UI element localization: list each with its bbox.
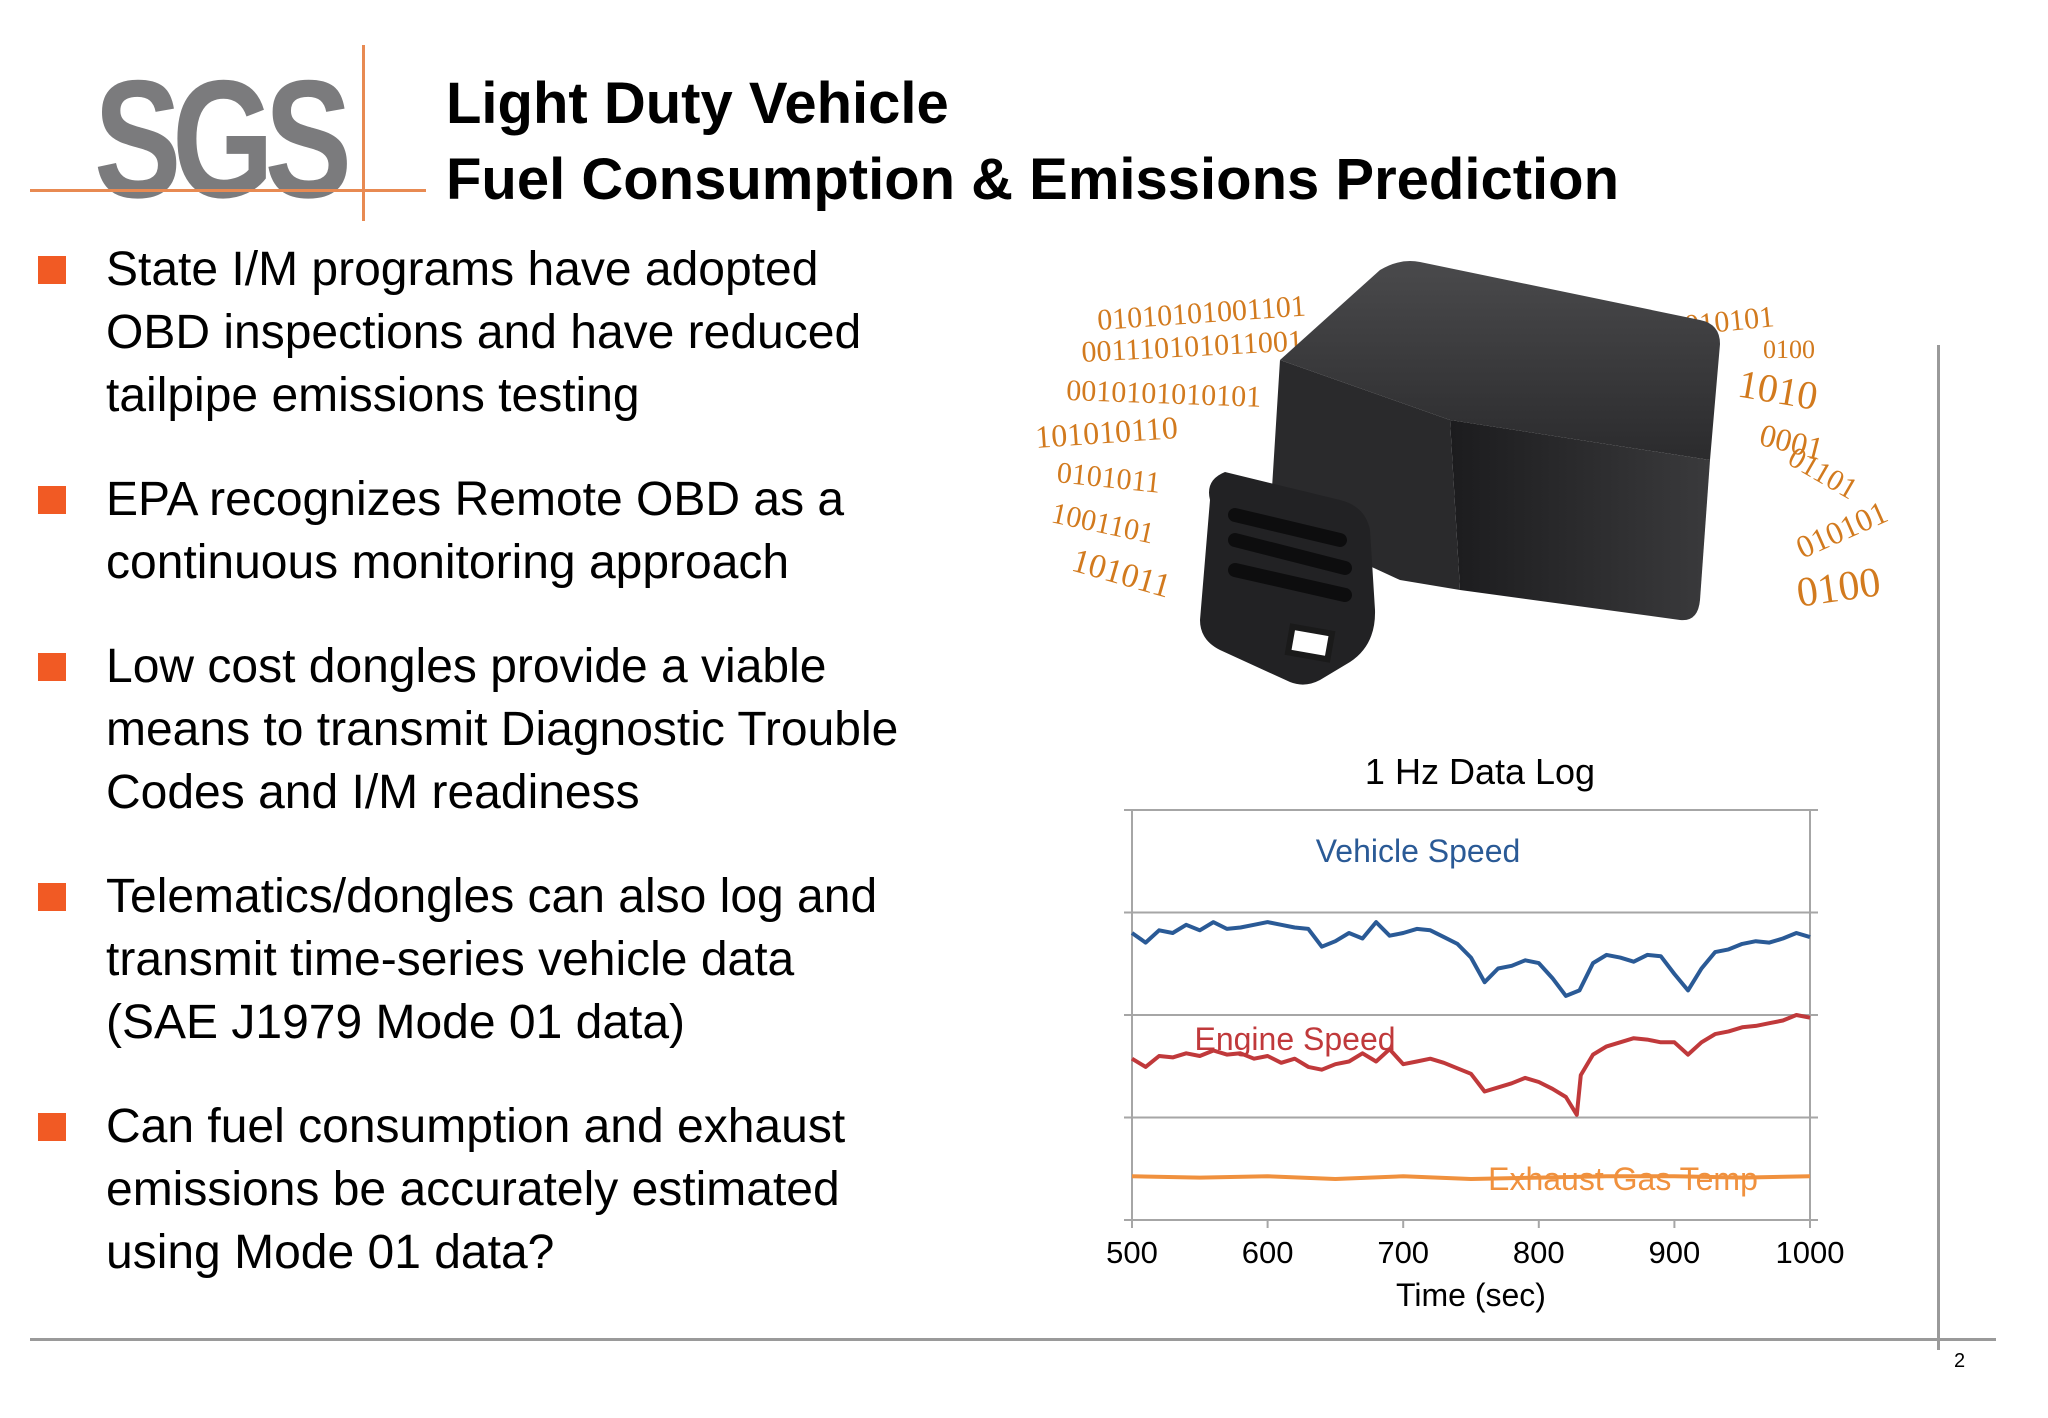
binary-digits: 0010101010101: [1066, 374, 1262, 414]
bullet-line: using Mode 01 data?: [106, 1226, 555, 1279]
bullet-item: Telematics/dongles can also log and trans…: [38, 865, 998, 1054]
bullet-line: (SAE J1979 Mode 01 data): [106, 996, 686, 1049]
series-label: Engine Speed: [1194, 1021, 1395, 1057]
logo-horizontal-line: [30, 189, 426, 192]
binary-digits: 0100: [1763, 335, 1815, 364]
bullet-line: OBD inspections and have reduced: [106, 306, 862, 359]
series-label: Exhaust Gas Temp: [1488, 1161, 1758, 1197]
bullet-square-icon: [38, 486, 66, 514]
dongle-clip: [1284, 623, 1336, 663]
chart-grid: [1124, 809, 1818, 1221]
logo-vertical-line: [362, 45, 365, 221]
binary-digits-left: 0101010100110100111010101100100101010101…: [1034, 289, 1307, 605]
binary-digits: 0100: [1794, 559, 1884, 616]
x-tick-label: 600: [1242, 1235, 1294, 1270]
sgs-logo: SGS: [30, 45, 430, 225]
vertical-rule: [1937, 345, 1940, 1350]
chart-title: 1 Hz Data Log: [1365, 751, 1595, 792]
bullet-line: transmit time-series vehicle data: [106, 933, 795, 986]
series-line-vehicle-speed: [1130, 920, 1811, 998]
dongle-connector-pins: [1228, 508, 1352, 602]
bullet-line: Telematics/dongles can also log and: [106, 870, 878, 923]
slide-title: Light Duty Vehicle Fuel Consumption & Em…: [446, 66, 1619, 218]
binary-digits: 0101011: [1055, 456, 1162, 500]
x-tick-label: 700: [1377, 1235, 1429, 1270]
binary-digits: 1010: [1735, 361, 1822, 419]
bullet-square-icon: [38, 256, 66, 284]
x-tick-label: 900: [1649, 1235, 1701, 1270]
footer-rule: [30, 1338, 1996, 1341]
chart-series-group: [1130, 920, 1811, 1181]
bullet-item: EPA recognizes Remote OBD as a continuous…: [38, 468, 998, 594]
x-tick-label: 500: [1106, 1235, 1158, 1270]
bullet-square-icon: [38, 883, 66, 911]
binary-digits: 101011: [1068, 542, 1175, 605]
binary-digits: 101010110: [1034, 409, 1179, 455]
bullet-square-icon: [38, 653, 66, 681]
bullet-item: State I/M programs have adopted OBD inspe…: [38, 238, 998, 427]
logo-text: SGS: [94, 45, 352, 233]
bullet-list: State I/M programs have adopted OBD inspe…: [38, 238, 998, 1325]
bullet-square-icon: [38, 1113, 66, 1141]
x-tick-label: 800: [1513, 1235, 1565, 1270]
bullet-line: Low cost dongles provide a viable: [106, 640, 827, 693]
chart-x-ticks: 500 600 700 800 900 1000: [1106, 1220, 1844, 1270]
binary-digits: 01101: [1783, 441, 1863, 507]
chart-x-axis-label: Time (sec): [1396, 1277, 1546, 1313]
title-line-2: Fuel Consumption & Emissions Prediction: [446, 147, 1619, 212]
bullet-line: emissions be accurately estimated: [106, 1163, 840, 1216]
bullet-line: Codes and I/M readiness: [106, 766, 640, 819]
chart-series-labels: Vehicle Speed Engine Speed Exhaust Gas Tem…: [1194, 833, 1757, 1197]
bullet-line: tailpipe emissions testing: [106, 369, 640, 422]
bullet-line: State I/M programs have adopted: [106, 243, 819, 296]
binary-digits: 010101: [1791, 494, 1893, 566]
title-line-1: Light Duty Vehicle: [446, 71, 949, 136]
series-line-exhaust-gas-temp: [1131, 1174, 1811, 1181]
obd-dongle-image: 0101010100110100111010101100100101010101…: [1034, 261, 1893, 685]
bullet-line: Can fuel consumption and exhaust: [106, 1100, 846, 1153]
bullet-item: Low cost dongles provide a viable means t…: [38, 635, 998, 824]
series-label: Vehicle Speed: [1316, 833, 1521, 869]
bullet-line: EPA recognizes Remote OBD as a: [106, 473, 845, 526]
binary-digits: 1001101: [1049, 497, 1157, 551]
dongle-body-top: [1280, 261, 1720, 460]
page-number: 2: [1954, 1350, 1966, 1372]
bullet-item: Can fuel consumption and exhaust emission…: [38, 1095, 998, 1284]
bullet-line: continuous monitoring approach: [106, 536, 790, 589]
bullet-line: means to transmit Diagnostic Trouble: [106, 703, 899, 756]
x-tick-label: 1000: [1776, 1235, 1845, 1270]
dongle-body-front: [1450, 420, 1710, 621]
data-log-chart: 1 Hz Data Log 500 600 700 800 900 1000 Vehicl…: [1106, 751, 1844, 1313]
series-line-engine-speed: [1130, 1013, 1811, 1117]
